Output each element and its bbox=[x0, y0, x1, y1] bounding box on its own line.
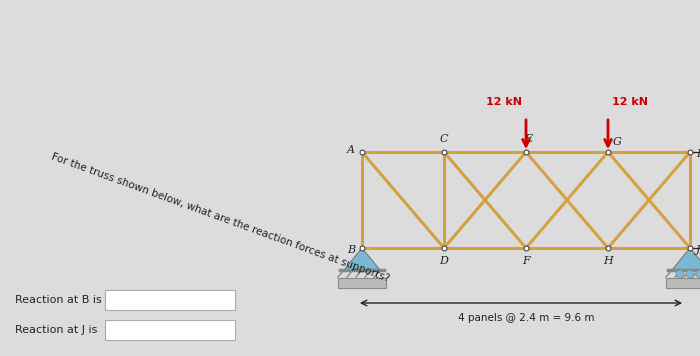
Circle shape bbox=[696, 270, 700, 278]
Text: D: D bbox=[440, 256, 449, 266]
Text: For the truss shown below, what are the reaction forces at supports?: For the truss shown below, what are the … bbox=[50, 152, 391, 284]
FancyBboxPatch shape bbox=[338, 278, 386, 288]
Text: Reaction at J is: Reaction at J is bbox=[15, 325, 97, 335]
Polygon shape bbox=[672, 248, 700, 270]
Text: G: G bbox=[613, 137, 622, 147]
Text: B: B bbox=[347, 245, 355, 255]
Text: E: E bbox=[524, 134, 532, 144]
FancyBboxPatch shape bbox=[105, 290, 235, 310]
Text: F: F bbox=[522, 256, 530, 266]
Text: Reaction at B is: Reaction at B is bbox=[15, 295, 101, 305]
Text: H: H bbox=[603, 256, 613, 266]
Text: 12 kN: 12 kN bbox=[612, 97, 648, 107]
Text: 4 panels @ 2.4 m = 9.6 m: 4 panels @ 2.4 m = 9.6 m bbox=[458, 313, 594, 323]
Text: J: J bbox=[696, 245, 700, 255]
Text: C: C bbox=[440, 134, 448, 144]
FancyBboxPatch shape bbox=[105, 320, 235, 340]
Text: A: A bbox=[347, 145, 355, 155]
Circle shape bbox=[686, 270, 694, 278]
Text: 12 kN: 12 kN bbox=[486, 97, 522, 107]
Polygon shape bbox=[344, 248, 380, 270]
FancyBboxPatch shape bbox=[666, 278, 700, 288]
Circle shape bbox=[676, 270, 684, 278]
Text: I: I bbox=[696, 149, 700, 159]
